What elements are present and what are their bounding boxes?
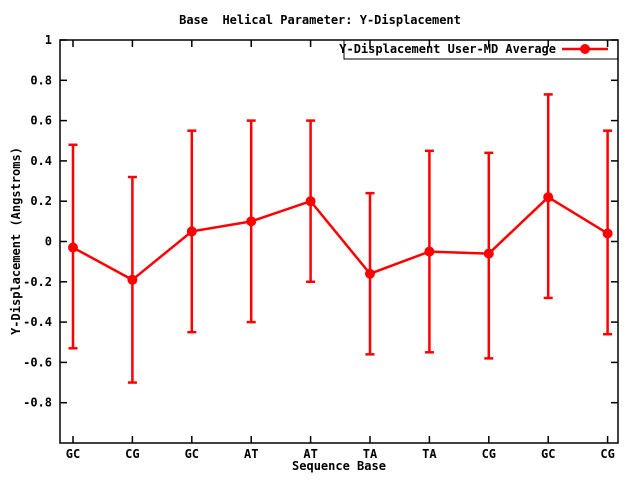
- data-line: [72, 195, 609, 282]
- x-tick-label: TA: [422, 447, 437, 461]
- chart-title: Base Helical Parameter: Y-Displacement: [179, 13, 461, 27]
- x-tick-label: CG: [482, 447, 496, 461]
- data-point-marker: [424, 246, 435, 257]
- x-tick-label: GC: [185, 447, 199, 461]
- data-point-marker: [246, 216, 257, 227]
- x-tick-label: CG: [125, 447, 139, 461]
- legend-box: [343, 39, 619, 60]
- legend-label: Y-Displacement User-MD Average: [339, 42, 556, 56]
- data-point-marker: [602, 228, 613, 239]
- x-tick-label: CG: [600, 447, 614, 461]
- y-tick-label: 0.6: [30, 114, 52, 128]
- x-axis-label: Sequence Base: [292, 459, 386, 473]
- x-tick-label: GC: [541, 447, 555, 461]
- y-tick-label: -0.2: [23, 275, 52, 289]
- y-tick-label: -0.4: [23, 315, 52, 329]
- data-point-marker: [305, 196, 316, 207]
- y-tick-label: 0.4: [30, 154, 52, 168]
- y-tick-label: 0: [45, 235, 52, 249]
- x-tick-label: GC: [66, 447, 80, 461]
- y-tick-label: 0.2: [30, 194, 52, 208]
- data-point-marker: [483, 248, 494, 259]
- data-point-marker: [68, 242, 78, 253]
- plot-frame: [59, 39, 619, 444]
- data-point-marker: [365, 268, 375, 279]
- y-tick-label: 1: [45, 33, 52, 47]
- data-point-marker: [543, 192, 554, 203]
- x-tick-label: AT: [244, 447, 258, 461]
- data-point-marker: [127, 274, 138, 285]
- legend-sample-marker: [580, 44, 590, 54]
- y-tick-label: -0.8: [23, 396, 52, 410]
- x-tick-label: TA: [363, 447, 378, 461]
- y-tick-label: 0.8: [30, 73, 52, 87]
- y-tick-label: -0.6: [23, 355, 52, 369]
- x-tick-label: AT: [303, 447, 317, 461]
- data-point-marker: [186, 226, 197, 237]
